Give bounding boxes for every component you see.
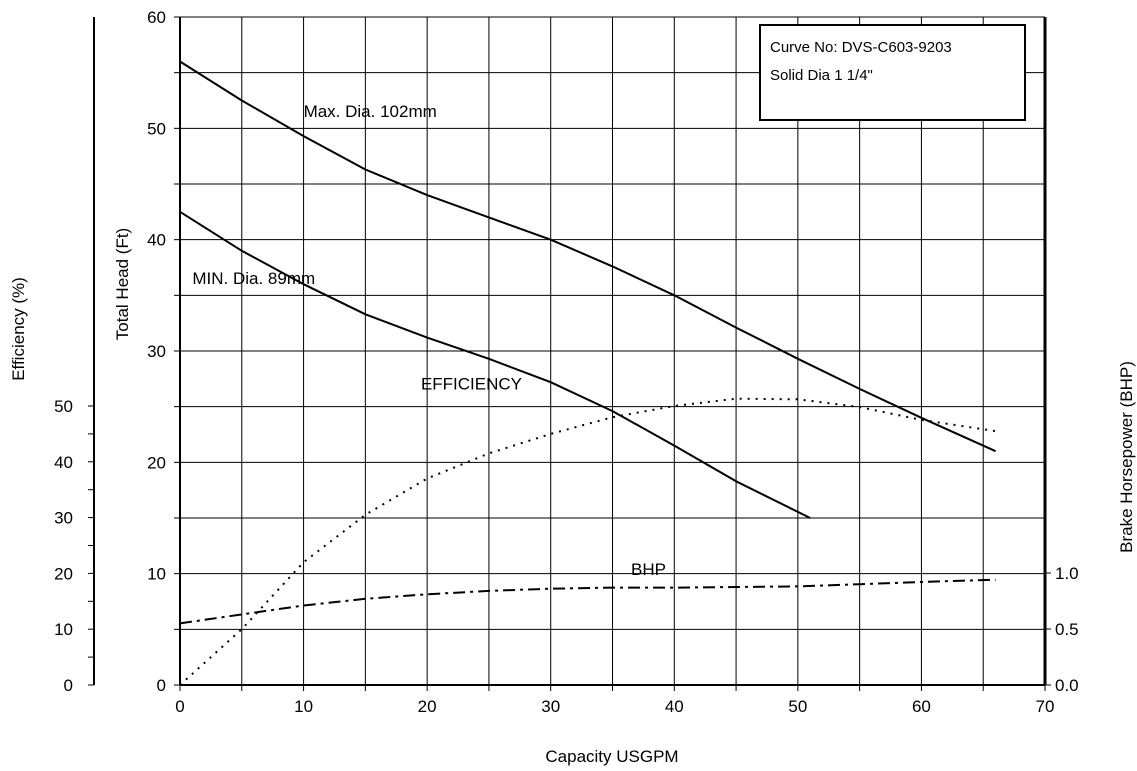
head-axis-title: Total Head (Ft) — [113, 228, 132, 340]
x-tick-label: 60 — [912, 697, 931, 716]
efficiency-tick-label: 10 — [54, 620, 73, 639]
head-tick-label: 60 — [147, 8, 166, 27]
x-tick-label: 70 — [1036, 697, 1055, 716]
legend-frame — [759, 24, 1026, 121]
legend-box: Curve No: DVS-C603-9203 Solid Dia 1 1/4" — [759, 24, 1026, 121]
head-tick-label: 10 — [147, 565, 166, 584]
series-lines — [179, 60, 997, 686]
efficiency-tick-label: 40 — [54, 453, 73, 472]
legend-line-2: Solid Dia 1 1/4" — [770, 67, 873, 84]
head-tick-label: 40 — [147, 231, 166, 250]
bhp-axis-title: Brake Horsepower (BHP) — [1117, 361, 1136, 553]
head-tick-label: 30 — [147, 342, 166, 361]
efficiency-axis-title: Efficiency (%) — [9, 277, 28, 381]
series-label: Max. Dia. 102mm — [304, 102, 437, 121]
x-axis-title: Capacity USGPM — [545, 747, 678, 766]
series-label: MIN. Dia. 89mm — [192, 269, 315, 288]
annotations: Max. Dia. 102mm MIN. Dia. 89mm EFFICIENCY B… — [192, 102, 666, 579]
efficiency-tick-label: 0 — [64, 676, 73, 695]
head-tick-label: 0 — [157, 676, 166, 695]
efficiency-tick-label: 50 — [54, 397, 73, 416]
bhp-tick-label: 0.5 — [1055, 620, 1079, 639]
grid-lines — [179, 16, 1046, 686]
series-line-efficiency — [179, 397, 996, 686]
efficiency-tick-label: 30 — [54, 509, 73, 528]
series-label: BHP — [631, 560, 666, 579]
x-tick-label: 0 — [175, 697, 184, 716]
series-line-bhp — [179, 578, 996, 625]
axes — [88, 16, 1051, 691]
head-tick-label: 50 — [147, 119, 166, 138]
head-tick-label: 20 — [147, 453, 166, 472]
tick-labels: 0 10 20 30 40 50 60 70 0 10 20 30 40 50 60 0 10 20 30 40 50 0… — [54, 8, 1079, 716]
efficiency-tick-label: 20 — [54, 564, 73, 583]
x-tick-label: 40 — [665, 697, 684, 716]
x-tick-label: 10 — [294, 697, 313, 716]
x-tick-label: 50 — [788, 697, 807, 716]
x-tick-label: 30 — [541, 697, 560, 716]
series-line-max-dia-102mm — [179, 60, 997, 453]
bhp-tick-label: 1.0 — [1055, 564, 1079, 583]
x-tick-label: 20 — [418, 697, 437, 716]
series-line-min-dia-89mm — [179, 210, 811, 519]
series-label: EFFICIENCY — [421, 374, 522, 393]
bhp-tick-label: 0.0 — [1055, 676, 1079, 695]
legend-line-1: Curve No: DVS-C603-9203 — [770, 39, 952, 56]
